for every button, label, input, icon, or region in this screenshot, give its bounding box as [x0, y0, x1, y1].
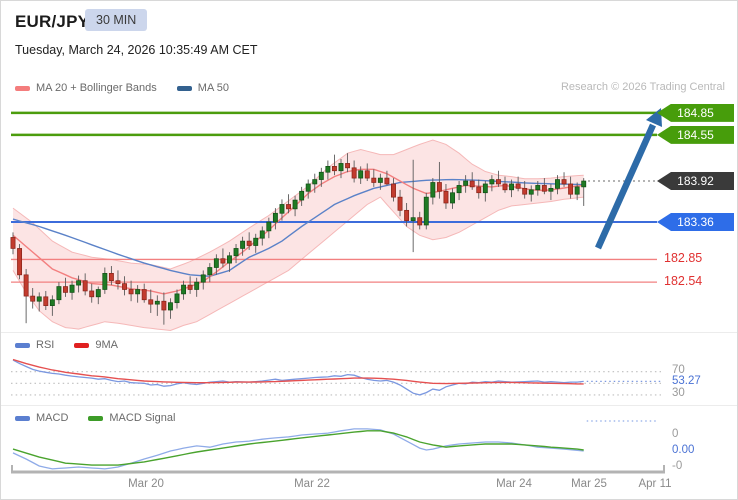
last-price-badge: 183.92	[657, 172, 734, 191]
timeframe-badge: 30 MIN	[85, 9, 148, 31]
support-level-lower: 182.54	[664, 274, 703, 289]
resistance-badge-lower: 184.55	[657, 125, 734, 144]
support-level-upper: 182.85	[664, 251, 703, 266]
resistance-badge-upper: 184.85	[657, 103, 734, 122]
rsi-legend: RSI 9MA	[15, 339, 132, 351]
rsi-9ma-legend-swatch	[74, 342, 90, 348]
macd-signal-legend-swatch	[88, 415, 104, 421]
macd-legend-swatch	[15, 415, 30, 421]
macd-legend-label: MACD	[36, 412, 69, 424]
rsi-current-value: 53.27	[672, 375, 701, 387]
research-watermark: Research © 2026 Trading Central	[560, 81, 725, 93]
x-axis-label-apr11: Apr 11	[638, 478, 672, 490]
chart-datetime: Tuesday, March 24, 2026 10:35:49 AM CET	[15, 43, 258, 57]
ma50-legend-swatch	[176, 85, 192, 91]
rsi-legend-swatch	[15, 342, 30, 348]
ma20-bollinger-legend-swatch	[15, 85, 30, 91]
macd-panel-separator	[1, 405, 737, 406]
rsi-legend-label: RSI	[36, 339, 55, 351]
x-axis-label-mar25: Mar 25	[571, 478, 607, 490]
main-price-chart	[10, 108, 662, 332]
rsi-panel-separator	[1, 332, 737, 333]
rsi-9ma-legend-label: 9MA	[95, 339, 118, 351]
x-axis-label-mar24: Mar 24	[496, 478, 532, 490]
macd-current-value: 0.00	[672, 444, 695, 456]
macd-signal-legend-label: MACD Signal	[109, 412, 176, 424]
macd-upper-label: 0	[672, 428, 679, 440]
rsi-lower-band-label: 30	[672, 387, 685, 399]
macd-legend: MACD MACD Signal	[15, 412, 189, 424]
rsi-panel-chart	[11, 358, 661, 396]
ma20-bollinger-legend-label: MA 20 + Bollinger Bands	[36, 82, 157, 94]
symbol-title: EUR/JPY	[15, 12, 90, 31]
x-axis-label-mar22: Mar 22	[294, 478, 330, 490]
pivot-price-badge: 183.36	[657, 213, 734, 232]
rsi-upper-band-label: 70	[672, 364, 685, 376]
macd-panel-chart	[11, 420, 665, 474]
macd-lower-label: -0	[672, 460, 683, 472]
x-axis-label-mar20: Mar 20	[128, 478, 164, 490]
ma50-legend-label: MA 50	[197, 82, 229, 94]
main-chart-legend: MA 20 + Bollinger Bands MA 50	[15, 82, 243, 94]
